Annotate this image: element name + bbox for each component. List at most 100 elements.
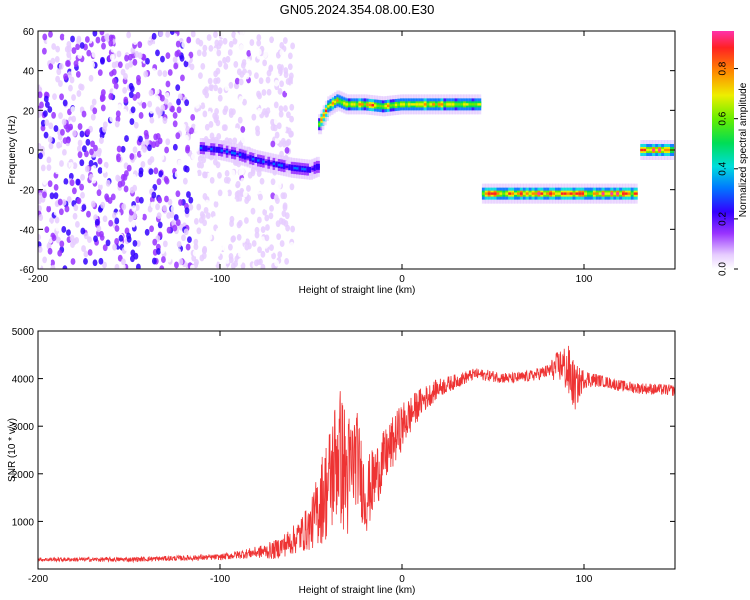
spectrogram-noise-cell [289, 139, 295, 147]
spectrogram-noise-cell [141, 101, 147, 109]
spectrogram-noise-cell [237, 34, 243, 42]
spectrogram-noise-cell [210, 253, 216, 261]
spectrogram-peak-cell [490, 192, 495, 195]
spectrogram-noise-cell [46, 156, 52, 164]
spectrogram-noise-cell [233, 61, 239, 68]
spectrogram-noise-cell [271, 252, 276, 260]
spectrogram-peak-cell [394, 103, 399, 107]
spectrogram-noise-cell [258, 193, 263, 201]
spectrogram-peak-cell [560, 192, 565, 195]
spectrogram-noise-cell [206, 172, 212, 180]
spectrogram-xtick-label: 100 [576, 274, 593, 285]
spectrogram-peak-cell [667, 148, 672, 152]
spectrogram-noise-cell [123, 185, 129, 193]
spectrogram-noise-cell [48, 63, 54, 70]
spectrogram-noise-cell [102, 244, 108, 252]
spectrogram-noise-cell [85, 128, 91, 136]
spectrogram-noise-cell [227, 209, 233, 217]
spectrogram-noise-cell [42, 256, 48, 264]
spectrogram-peak-cell [590, 192, 595, 195]
spectrogram-noise-cell [242, 80, 248, 88]
spectrogram-peak-cell [313, 166, 318, 170]
spectrogram-noise-cell [275, 228, 281, 235]
spectrogram-noise-cell [242, 98, 247, 106]
spectrogram-noise-cell [92, 259, 98, 267]
spectrogram-peak-cell [555, 192, 560, 195]
spectrogram-peak-cell [471, 103, 476, 106]
spectrogram-noise-cell [108, 106, 114, 114]
spectrogram-noise-cell [137, 41, 143, 49]
spectrogram-noise-cell [264, 203, 269, 211]
spectrogram-noise-cell [223, 198, 229, 206]
spectrogram-noise-cell [114, 217, 120, 225]
spectrogram-peak-cell [387, 104, 391, 107]
spectrogram-noise-cell [196, 169, 202, 177]
spectrogram-noise-cell [50, 259, 55, 267]
colorbar-tick-label: 0.0 [718, 262, 729, 276]
spectrogram-noise-cell [282, 204, 288, 212]
spectrogram-noise-cell [47, 247, 53, 255]
spectrogram-noise-cell [115, 115, 121, 123]
spectrogram-noise-cell [231, 31, 237, 39]
spectrogram-noise-cell [142, 213, 147, 221]
spectrogram-noise-cell [75, 178, 81, 186]
spectrogram-noise-cell [215, 67, 221, 75]
spectrogram-noise-cell [249, 39, 255, 46]
spectrogram-noise-cell [91, 98, 97, 106]
spectrogram-peak-cell [517, 192, 521, 195]
spectrogram-noise-cell [116, 155, 121, 163]
spectrogram-noise-cell [133, 121, 139, 129]
spectrogram-noise-cell [244, 40, 250, 48]
spectrogram-noise-cell [289, 241, 295, 249]
spectrogram-noise-cell [95, 36, 101, 44]
spectrogram-noise-cell [51, 50, 57, 58]
snr-xtick-label: 0 [399, 574, 405, 585]
spectrogram-noise-cell [46, 199, 52, 207]
spectrogram-noise-cell [118, 191, 124, 199]
spectrogram-peak-cell [410, 103, 415, 106]
spectrogram-noise-cell [199, 161, 205, 169]
spectrogram-noise-cell [131, 163, 137, 170]
spectrogram-noise-cell [137, 61, 142, 68]
spectrogram-noise-cell [71, 47, 77, 54]
spectrogram-noise-cell [157, 221, 163, 229]
spectrogram-noise-cell [167, 253, 173, 261]
spectrogram-noise-cell [88, 74, 94, 82]
spectrogram-peak-cell [643, 148, 648, 152]
spectrogram-noise-cell [39, 81, 45, 88]
spectrogram-noise-cell [83, 257, 88, 265]
spectrogram-noise-cell [196, 203, 202, 211]
spectrogram-noise-cell [81, 204, 87, 211]
spectrogram-noise-cell [202, 110, 208, 118]
spectrogram-peak-cell [505, 192, 510, 195]
spectrogram-noise-cell [118, 218, 124, 226]
spectrogram-noise-cell [70, 68, 76, 76]
spectrogram-noise-cell [156, 248, 161, 255]
spectrogram-noise-cell [204, 123, 210, 131]
spectrogram-noise-cell [195, 37, 201, 45]
spectrogram-noise-cell [53, 208, 59, 216]
spectrogram-noise-cell [54, 167, 60, 175]
spectrogram-noise-cell [266, 254, 271, 262]
spectrogram-noise-cell [263, 241, 269, 249]
spectrogram-noise-cell [123, 96, 129, 104]
spectrogram-noise-cell [147, 144, 152, 152]
spectrogram-noise-cell [127, 53, 133, 61]
spectrogram-noise-cell [266, 260, 272, 268]
spectrogram-peak-cell [630, 192, 635, 195]
spectrogram-noise-cell [217, 189, 223, 197]
spectrogram-noise-cell [175, 219, 181, 226]
spectrogram-noise-cell [72, 130, 77, 137]
spectrogram-noise-cell [290, 42, 296, 50]
spectrogram-peak-cell [296, 167, 300, 170]
spectrogram-noise-cell [164, 92, 170, 99]
spectrogram-noise-cell [202, 44, 208, 52]
spectrogram-noise-cell [64, 205, 70, 213]
spectrogram-peak-cell [546, 192, 551, 195]
spectrogram-noise-cell [257, 141, 262, 149]
spectrogram-peak-cell [613, 192, 618, 195]
spectrogram-noise-cell [174, 170, 180, 178]
spectrogram-noise-cell [262, 59, 268, 67]
spectrogram-noise-cell [68, 84, 73, 92]
spectrogram-noise-cell [236, 189, 241, 197]
